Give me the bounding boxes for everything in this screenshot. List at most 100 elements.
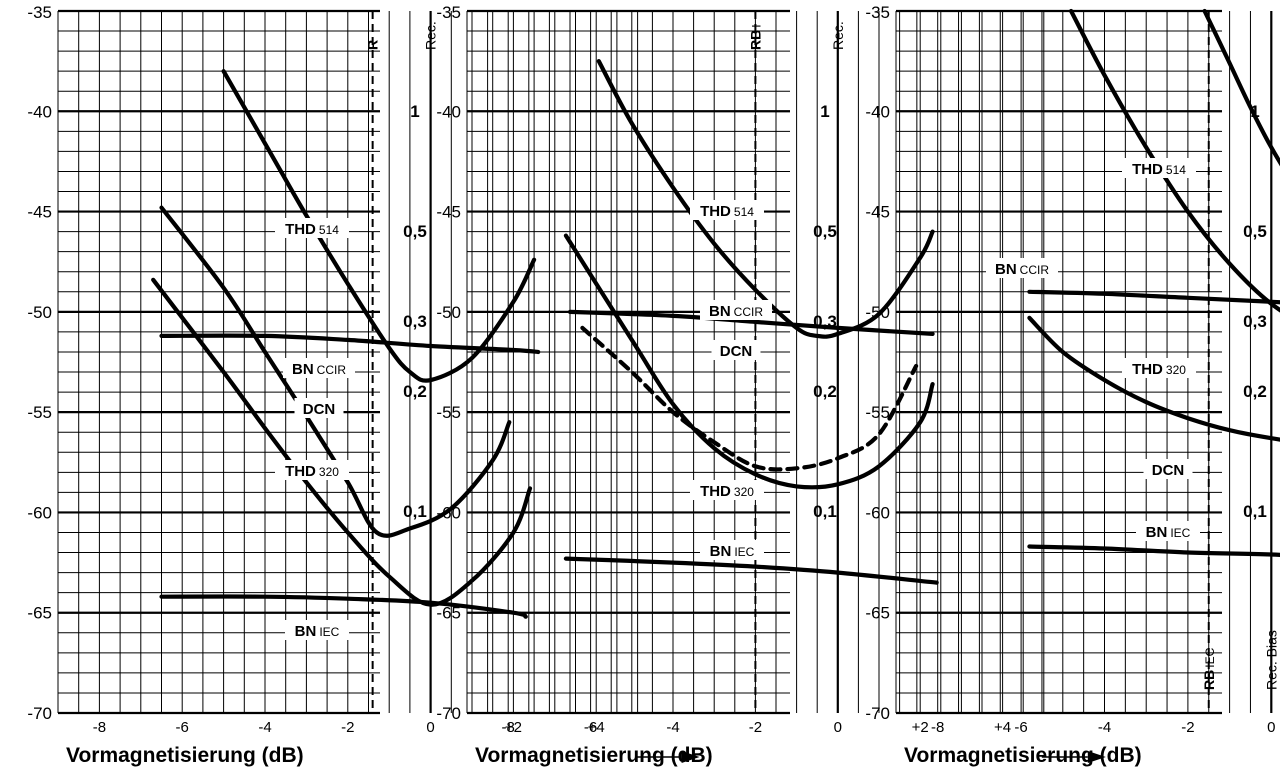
curve-label-sub: IEC: [1170, 526, 1190, 540]
y-tick-label: -70: [436, 704, 461, 723]
series-group: [1027, 8, 1280, 557]
curve-label: THD 320: [700, 483, 754, 500]
curve-label-sub: 320: [734, 485, 754, 499]
curve-label-main: THD: [1132, 361, 1163, 378]
curve-label-main: THD: [285, 463, 316, 480]
curve-label-bg: [690, 200, 764, 220]
x-axis-arrowhead: [1087, 751, 1106, 763]
right-tick-label: 0,5: [403, 222, 427, 241]
reference-label: Rec. Bias: [1263, 630, 1279, 690]
y-tick-label: -70: [27, 704, 52, 723]
grid: [895, 9, 1272, 715]
curve-label-bg: [1136, 521, 1200, 541]
curve-label: DCN: [1152, 462, 1185, 479]
x-tick-label: 0: [1267, 719, 1275, 736]
right-tick-label: 1: [1250, 102, 1259, 121]
curve-label-sub: 320: [319, 465, 339, 479]
reference-label: Rec.: [423, 21, 439, 50]
reference-label-main: R: [365, 40, 381, 50]
curve-label-bg: [1122, 158, 1196, 178]
y-tick-label: -55: [27, 403, 52, 422]
y-tick-label: -50: [27, 303, 52, 322]
reference-label-sub: IEC: [1203, 647, 1217, 667]
series-line-dcn: [580, 325, 919, 472]
curve-label-bg: [283, 358, 355, 378]
x-axis-arrowhead: [681, 751, 700, 763]
y-tick-label: -55: [436, 403, 461, 422]
curve-label-bg: [711, 340, 761, 360]
curve-label-bg: [294, 398, 344, 418]
curve-label-sub: 320: [1166, 363, 1186, 377]
right-tick-label: 0,5: [813, 222, 837, 241]
curve-label: BN IEC: [710, 543, 755, 560]
curve-label: THD 514: [285, 221, 339, 238]
curve-label-main: THD: [285, 221, 316, 238]
right-tick-label: 0,2: [1243, 382, 1267, 401]
x-tick-label: +4: [994, 719, 1011, 736]
series-line-bn-ccir: [1027, 289, 1280, 305]
right-tick-label: 0,2: [403, 382, 427, 401]
curve-label-main: DCN: [720, 343, 753, 360]
series-line-thd-320: [1069, 8, 1280, 313]
curve-label-bg: [690, 480, 764, 500]
series-line-bn-ccir: [159, 333, 541, 355]
reference-label: R: [365, 40, 381, 50]
curve-label-main: DCN: [1152, 462, 1185, 479]
y-tick-label: -35: [436, 3, 461, 22]
chart-panel-2: -35-40-45-50-55-60-65-7010,50,30,20,1-8-…: [436, 3, 1106, 767]
series-line-thd-514: [1202, 8, 1280, 167]
series-line-thd-320: [563, 233, 935, 490]
curve-label-main: BN: [710, 543, 732, 560]
x-tick-label: -8: [931, 719, 944, 736]
reference-label-main: Rec. Bias: [1263, 630, 1279, 690]
series-line-thd-514: [596, 59, 935, 339]
curve-label-main: BN: [995, 261, 1017, 278]
y-tick-label: -60: [436, 503, 461, 522]
y-tick-label: -35: [27, 3, 52, 22]
y-tick-label: -40: [436, 102, 461, 121]
series-line-bn-iec: [1027, 544, 1280, 557]
y-tick-label: -45: [27, 203, 52, 222]
curve-label: BN CCIR: [995, 261, 1049, 278]
x-tick-label: -6: [1014, 719, 1027, 736]
curve-label: THD 514: [1132, 161, 1186, 178]
right-tick-label: 1: [410, 102, 419, 121]
curve-label-main: BN: [292, 361, 314, 378]
curve-label-main: DCN: [303, 401, 336, 418]
reference-label: Rec.: [830, 21, 846, 50]
x-tick-label: -8: [93, 719, 106, 736]
x-tick-label: 0: [834, 719, 842, 736]
curve-label: BN CCIR: [292, 361, 346, 378]
curve-label-sub: CCIR: [734, 305, 764, 319]
x-tick-label: -6: [584, 719, 597, 736]
curve-label: BN IEC: [295, 623, 340, 640]
y-tick-label: -50: [865, 303, 890, 322]
y-tick-label: -60: [865, 503, 890, 522]
x-tick-label: -4: [1098, 719, 1111, 736]
x-tick-label: -2: [749, 719, 762, 736]
reference-label: RB IEC: [1201, 647, 1217, 690]
right-tick-label: 0,1: [1243, 502, 1267, 521]
series-group: [563, 59, 939, 585]
series-group: [151, 69, 541, 619]
chart-panel-1: -35-40-45-50-55-60-65-7010,50,30,20,1-8-…: [27, 3, 700, 767]
curve-label-bg: [1143, 459, 1193, 479]
y-tick-label: -65: [865, 604, 890, 623]
y-tick-label: -50: [436, 303, 461, 322]
x-tick-label: -4: [666, 719, 679, 736]
reference-label-main: RB: [747, 30, 763, 50]
curve-label-bg: [285, 620, 349, 640]
curve-label-main: THD: [1132, 161, 1163, 178]
x-tick-label: +2: [912, 719, 929, 736]
curve-label-bg: [275, 218, 349, 238]
series-line-thd-514: [221, 69, 537, 383]
curve-label-sub: 514: [734, 205, 754, 219]
x-tick-label: +2: [505, 719, 522, 736]
series-line-dcn: [1027, 315, 1280, 442]
curve-label-bg: [1122, 358, 1196, 378]
y-tick-label: -45: [865, 203, 890, 222]
curve-label: THD 514: [700, 203, 754, 220]
curve-label-main: THD: [700, 483, 731, 500]
right-tick-label: 0,3: [1243, 312, 1267, 331]
